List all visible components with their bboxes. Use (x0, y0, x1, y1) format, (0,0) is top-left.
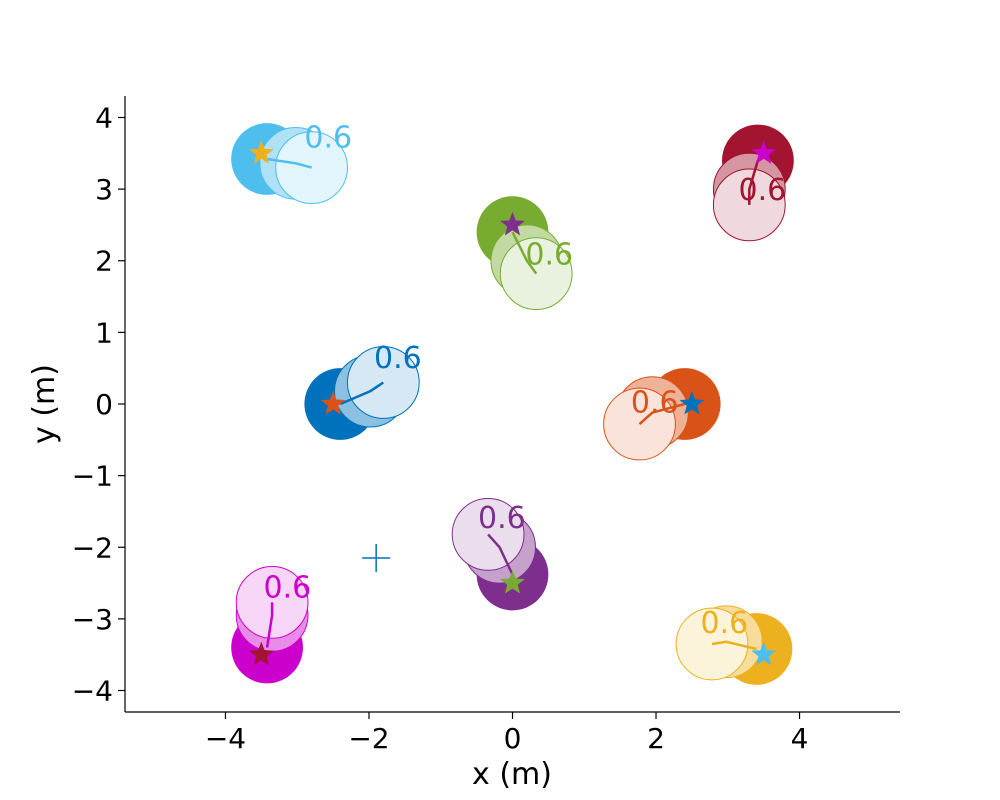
agent-1-time-label: 0.6 (739, 173, 787, 208)
agent-2-position-2 (499, 237, 573, 311)
x-axis-label: x (m) (472, 757, 552, 792)
y-tick-label: −2 (72, 531, 113, 564)
agent-5-time-label: 0.6 (478, 501, 526, 536)
y-tick-label: −4 (72, 675, 113, 708)
y-tick-label: 3 (95, 173, 113, 206)
agent-6-goal-star-icon (248, 641, 274, 666)
agent-5 (451, 497, 549, 611)
y-tick-label: 4 (95, 101, 113, 134)
agent-2-goal-star-icon (500, 211, 525, 236)
agent-4-goal-star-icon (679, 391, 705, 415)
agent-3-position-2 (346, 346, 420, 419)
agent-6 (231, 566, 309, 684)
y-tick-label: 1 (95, 316, 113, 349)
time-labels-layer: 0.6 0.6 0.6 0.6 0.6 0.6 0.6 0.6 (263, 121, 786, 642)
agent-6-time-label: 0.6 (263, 570, 311, 605)
agents-layer (231, 123, 794, 685)
agent-4-time-label: 0.6 (631, 386, 679, 421)
agent-3-trajectory (339, 381, 384, 406)
x-tick-label: −4 (205, 722, 246, 755)
agent-2-trajectory (511, 231, 538, 275)
x-tick-label: 0 (504, 722, 522, 755)
agent-7 (675, 605, 793, 685)
agent-4 (603, 368, 721, 461)
agent-7-time-label: 0.6 (701, 606, 749, 641)
agent-0-trajectory (266, 157, 312, 169)
agent-0-time-label: 0.6 (304, 121, 352, 156)
y-tick-label: 2 (95, 245, 113, 278)
y-axis-label: y (m) (27, 364, 62, 444)
ticks: −4 −2 0 2 4 −4 −3 −2 −1 0 1 2 3 4 (72, 101, 809, 755)
plus-marker-icon (362, 544, 391, 572)
y-tick-label: 0 (95, 388, 113, 421)
agent-4-trajectory (638, 402, 686, 426)
agent-7-position-2 (675, 607, 749, 681)
agent-3-goal-star-icon (320, 391, 346, 415)
agent-3-time-label: 0.6 (374, 341, 422, 376)
y-tick-label: −3 (72, 603, 113, 636)
x-tick-label: 4 (791, 722, 809, 755)
agent-5-trajectory (487, 533, 514, 576)
agent-2 (476, 196, 573, 311)
x-tick-label: 2 (647, 722, 665, 755)
agent-3 (304, 346, 420, 440)
agent-0-goal-star-icon (248, 140, 274, 164)
agent-7-trajectory (711, 640, 757, 651)
agent-1-goal-star-icon (751, 140, 777, 164)
agent-1-trajectory (748, 160, 760, 205)
agent-7-goal-star-icon (751, 641, 777, 666)
agent-1 (712, 124, 794, 242)
agent-5-goal-star-icon (500, 570, 525, 594)
x-tick-label: −2 (348, 722, 389, 755)
agent-0 (231, 123, 348, 205)
agent-2-time-label: 0.6 (525, 237, 573, 272)
agent-5-position-2 (451, 497, 525, 571)
agent-6-trajectory (265, 602, 274, 648)
y-tick-label: −1 (72, 460, 113, 493)
